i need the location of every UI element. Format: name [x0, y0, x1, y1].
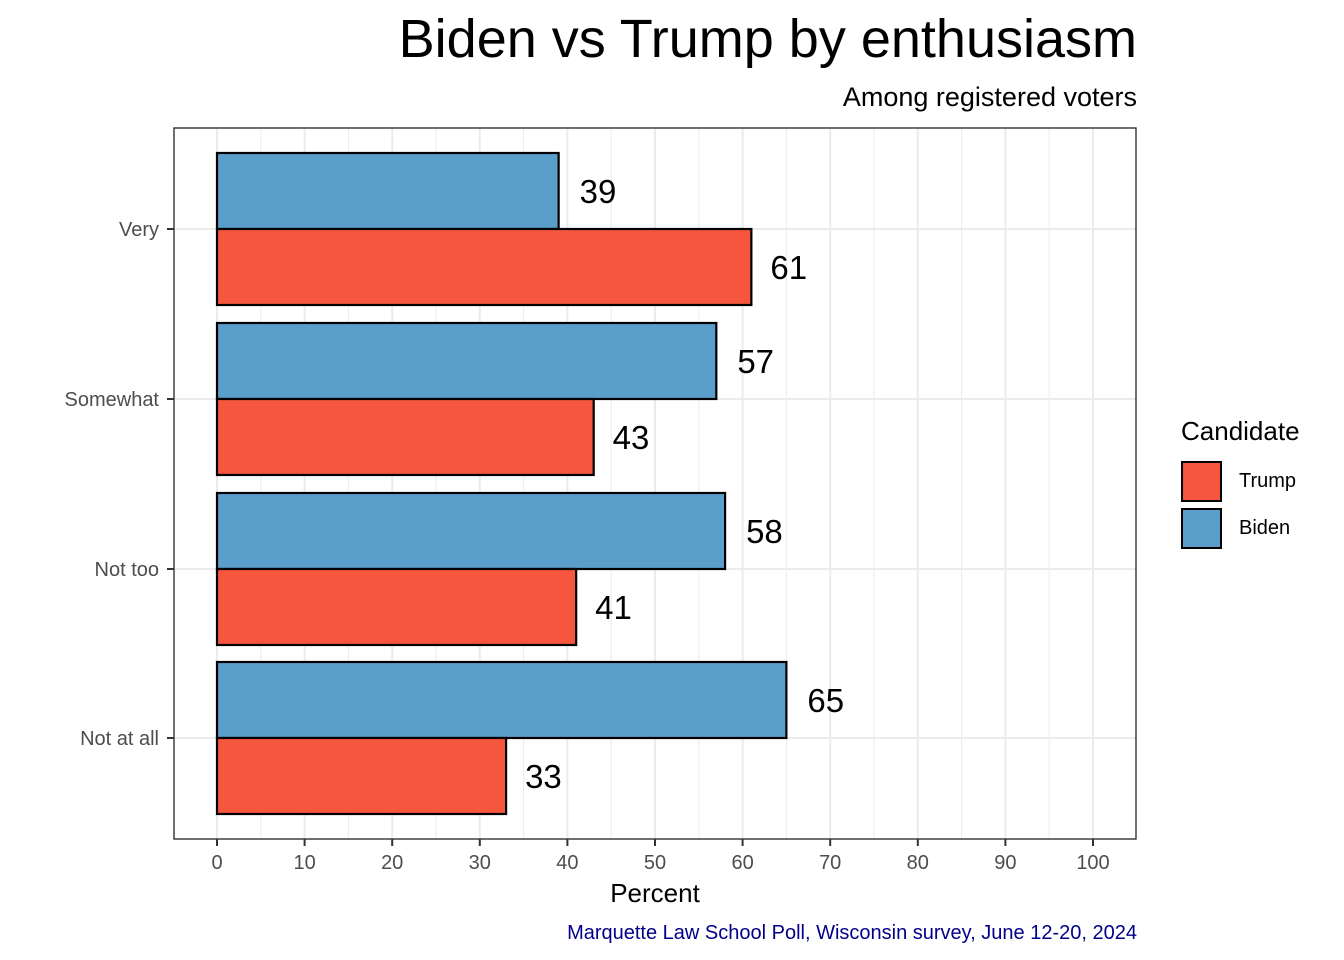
x-tick-label: 10: [293, 852, 315, 874]
legend-label-trump: Trump: [1239, 470, 1297, 492]
data-label-trump: 61: [770, 249, 807, 286]
chart-subtitle: Among registered voters: [842, 82, 1137, 112]
data-label-trump: 43: [613, 419, 650, 456]
axes: Very Somewhat Not too Not at all 0 10 20 30 40 50…: [65, 219, 1110, 874]
bar-biden: [215, 151, 560, 231]
chart-title: Biden vs Trump by enthusiasm: [398, 9, 1137, 69]
data-label-trump: 33: [525, 758, 562, 795]
chart-caption: Marquette Law School Poll, Wisconsin sur…: [567, 922, 1137, 944]
y-tick-label: Not too: [95, 559, 159, 581]
data-labels: 39 61 57 43 58 41 65 33: [525, 173, 844, 795]
legend-title: Candidate: [1181, 416, 1300, 446]
x-tick-label: 100: [1076, 852, 1109, 874]
bar-biden: [215, 660, 788, 740]
legend-key-trump: [1181, 461, 1222, 502]
legend-label-biden: Biden: [1239, 517, 1291, 539]
y-tick-label: Not at all: [80, 728, 159, 750]
x-tick-label: 70: [819, 852, 841, 874]
bar-trump: [215, 567, 578, 647]
x-tick-label: 0: [211, 852, 222, 874]
bars: [215, 151, 788, 816]
x-tick-label: 20: [381, 852, 403, 874]
legend-key-biden: [1181, 508, 1222, 549]
data-label-biden: 39: [580, 173, 617, 210]
bar-trump: [215, 736, 508, 816]
legend-item-biden: Biden: [1181, 505, 1300, 552]
y-tick-label: Very: [119, 219, 159, 241]
x-tick-label: 60: [731, 852, 753, 874]
bar-trump: [215, 227, 753, 307]
y-tick-label: Somewhat: [65, 389, 160, 411]
bar-biden: [215, 491, 727, 571]
data-label-biden: 58: [746, 513, 783, 550]
x-tick-label: 40: [556, 852, 578, 874]
bar-trump: [215, 397, 595, 477]
x-tick-label: 50: [644, 852, 666, 874]
bar-biden: [215, 321, 718, 401]
x-tick-label: 30: [469, 852, 491, 874]
data-label-biden: 65: [807, 682, 844, 719]
legend: Candidate Trump Biden: [1181, 414, 1300, 552]
x-tick-label: 90: [994, 852, 1016, 874]
x-axis-title: Percent: [610, 878, 700, 908]
data-label-trump: 41: [595, 589, 632, 626]
legend-item-trump: Trump: [1181, 458, 1300, 505]
data-label-biden: 57: [737, 343, 774, 380]
x-tick-label: 80: [907, 852, 929, 874]
